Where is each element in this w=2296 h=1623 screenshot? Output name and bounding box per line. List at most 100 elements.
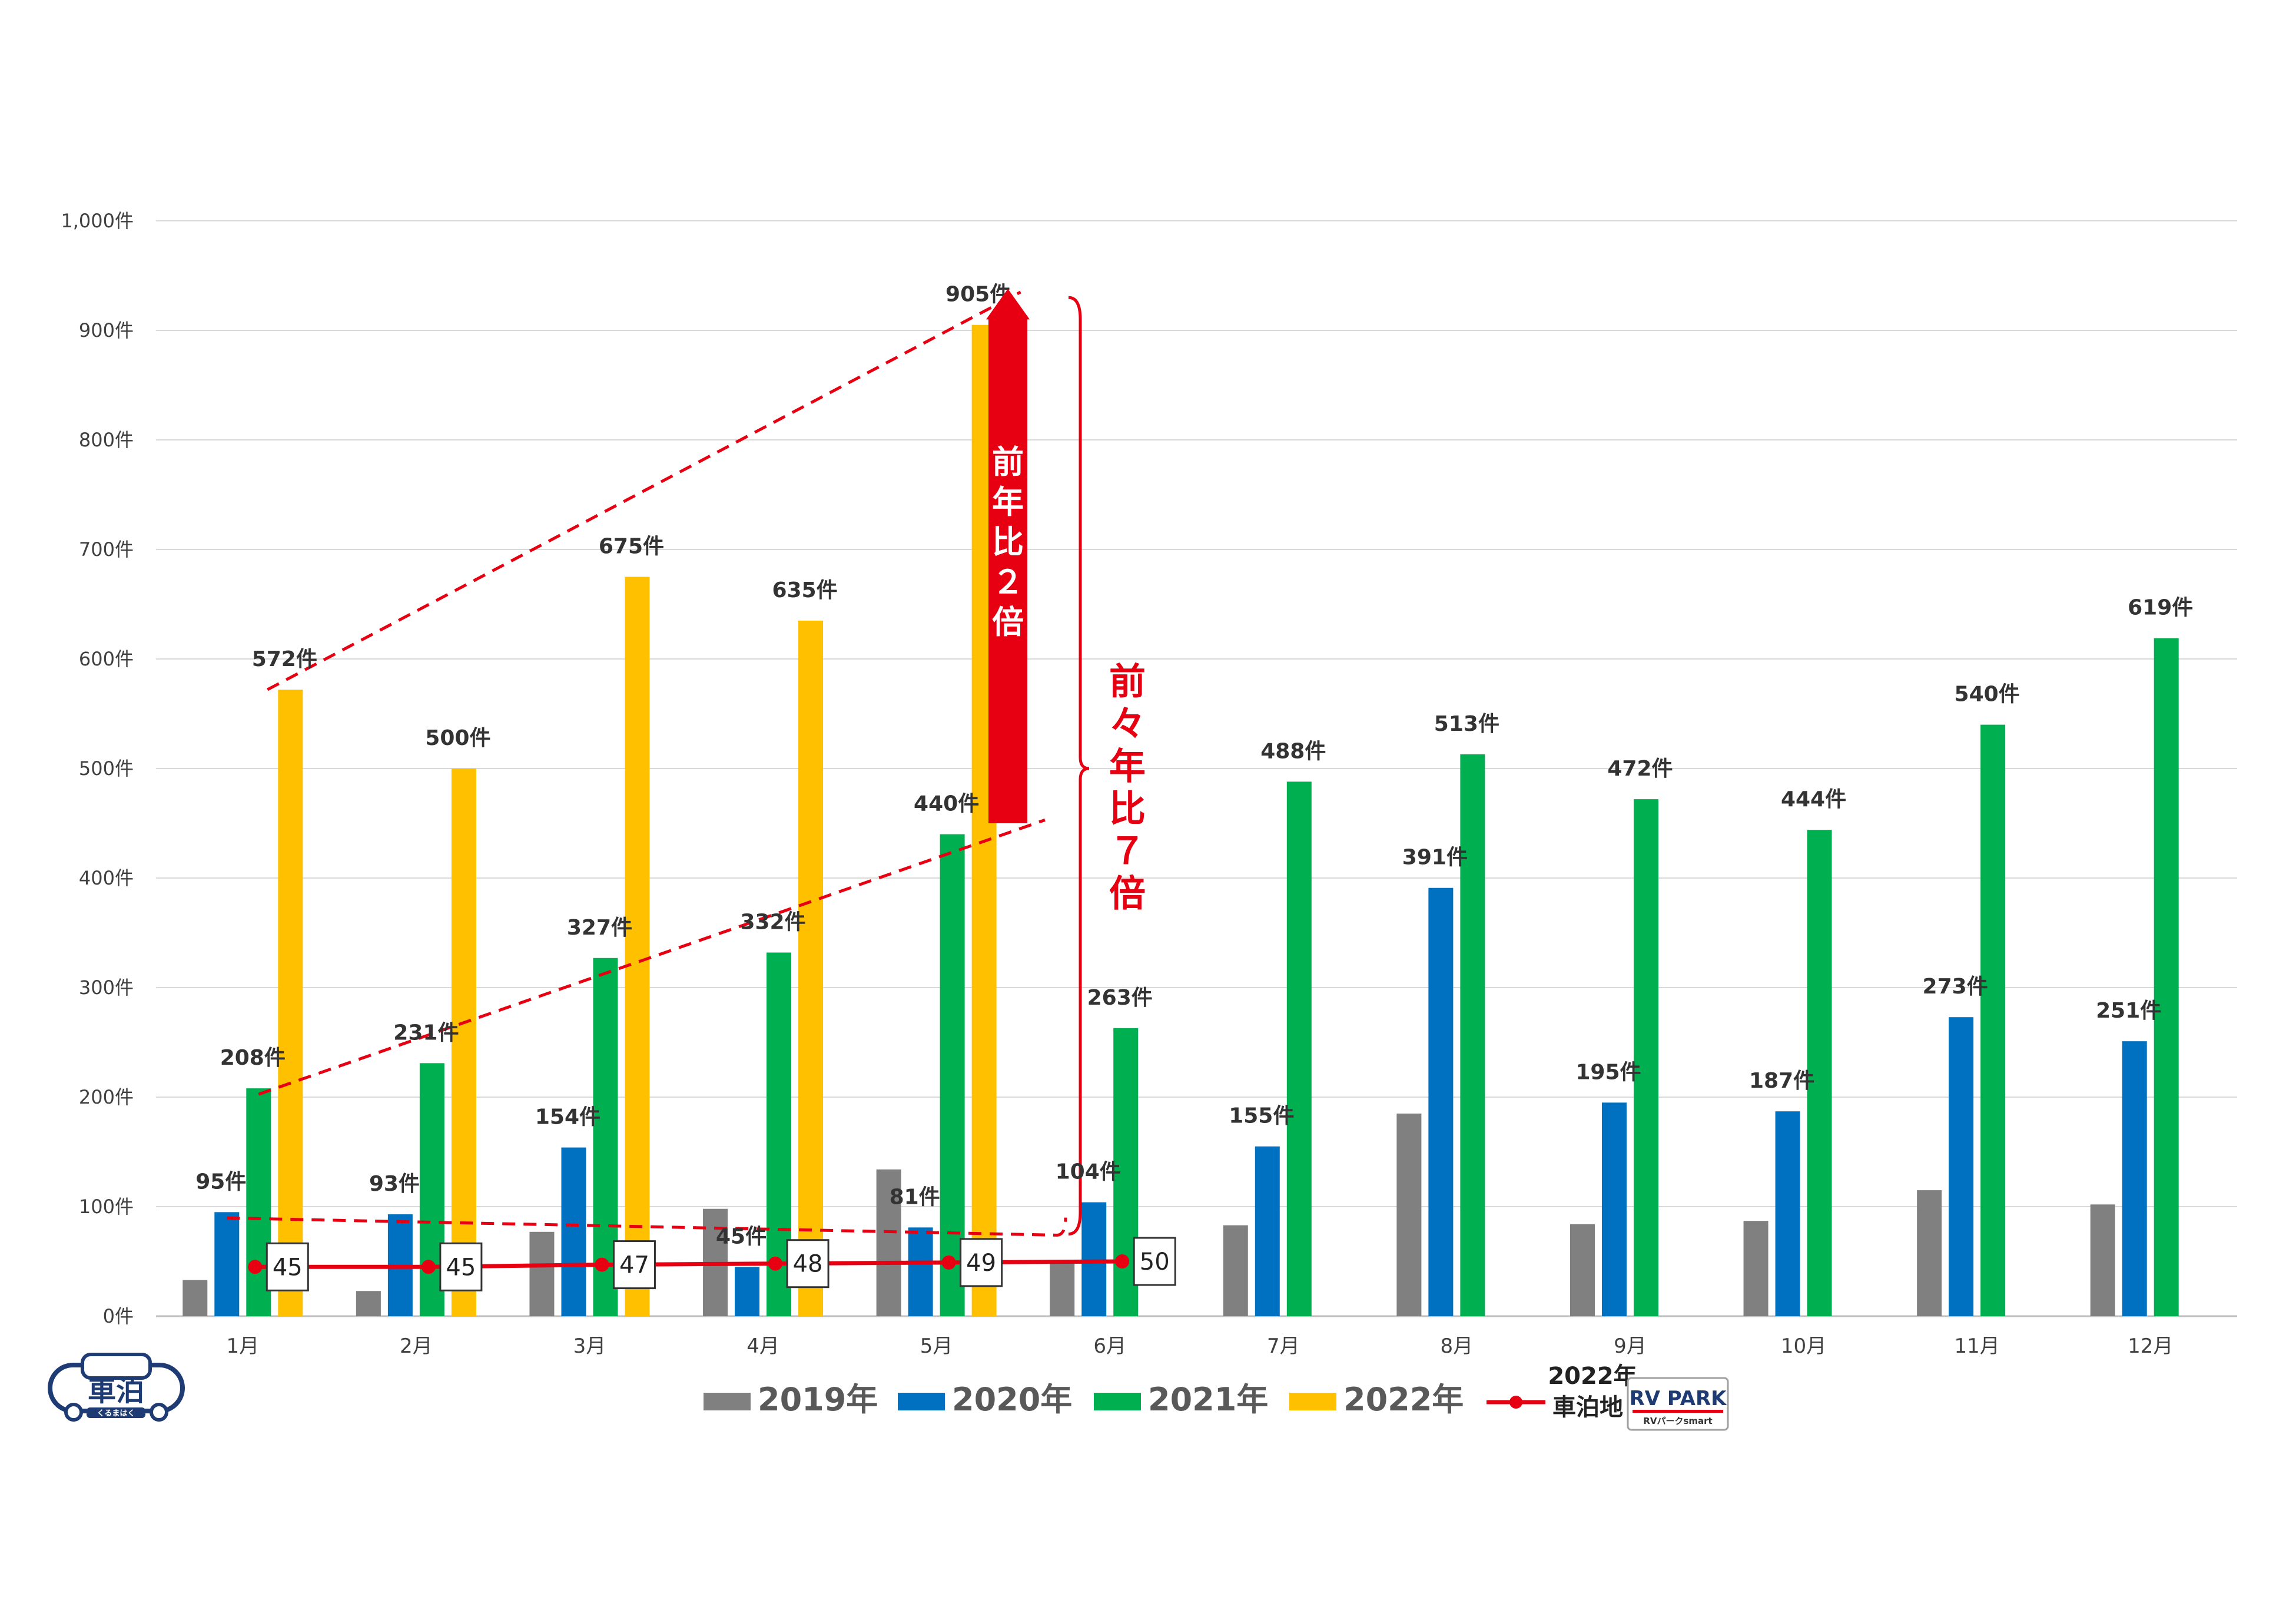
bar-2020年-10月 [1775, 1111, 1800, 1316]
data-label: 95件 [195, 1170, 246, 1194]
line-value-label: 49 [966, 1250, 996, 1277]
line-value-box [960, 1238, 1003, 1287]
y-tick-label: 1,000件 [61, 210, 134, 232]
bar-2019年-6月 [1050, 1263, 1075, 1316]
x-tick-label: 2月 [400, 1334, 433, 1358]
guide-line-2022 [267, 290, 1021, 691]
line-value-box [786, 1239, 830, 1289]
x-tick-label: 9月 [1614, 1334, 1647, 1358]
x-tick-label: 6月 [1093, 1334, 1126, 1358]
legend-label: 2020年 [952, 1381, 1072, 1418]
bar-2019年-2月 [356, 1291, 381, 1316]
x-tick-label: 7月 [1267, 1334, 1300, 1358]
data-label: 619件 [2128, 596, 2193, 620]
yoy-annotation-char: 比 [992, 524, 1024, 561]
rvpark-logo-subtext: RVパークsmart [1643, 1416, 1712, 1426]
two-year-annotation-char: 々 [1109, 703, 1146, 746]
guide-line-2021 [258, 819, 1046, 1096]
data-label: 675件 [599, 535, 664, 559]
y-tick-label: 200件 [79, 1086, 134, 1108]
yoy-annotation-char: 年 [992, 483, 1024, 521]
x-axis: 1月 2月 3月 4月 5月 6月 7月 8月 9月 10月 11月 12月 [226, 1334, 2173, 1358]
bar-2019年-9月 [1570, 1224, 1595, 1316]
legend-line-label-1: 2022年 [1548, 1363, 1637, 1390]
y-tick-label: 500件 [79, 757, 134, 780]
x-tick-label: 1月 [226, 1334, 259, 1358]
legend-line-marker [1509, 1396, 1522, 1409]
bar-2020年-1月 [214, 1212, 240, 1316]
bar-2020年-12月 [2122, 1041, 2147, 1316]
data-label: 472件 [1607, 757, 1673, 781]
bar-2019年-10月 [1743, 1221, 1769, 1316]
bar-2020年-5月 [908, 1227, 933, 1316]
line-point [768, 1256, 783, 1271]
y-tick-label: 0件 [103, 1305, 134, 1327]
data-label: 572件 [252, 647, 317, 671]
kurumahaku-logo-subtext: くるまはく [97, 1409, 135, 1418]
data-label: 635件 [772, 578, 837, 602]
y-tick-label: 100件 [79, 1195, 134, 1218]
data-label: 263件 [1087, 986, 1153, 1010]
two-year-annotation-char: 前 [1109, 660, 1146, 703]
legend-swatch [704, 1393, 751, 1410]
y-tick-label: 600件 [79, 648, 134, 670]
y-axis: 0件 100件 200件 300件 400件 500件 600件 700件 800件 900件 1,… [61, 210, 134, 1327]
two-year-annotation-char: ７ [1109, 830, 1146, 873]
data-label: 45件 [716, 1224, 767, 1248]
data-label: 273件 [1923, 975, 1988, 999]
legend-line-label-2: 車泊地 [1552, 1394, 1623, 1421]
legend-label: 2021年 [1148, 1381, 1268, 1418]
x-tick-label: 11月 [1954, 1334, 1999, 1358]
legend-swatch [898, 1393, 945, 1410]
x-tick-label: 5月 [920, 1334, 953, 1358]
legend-swatch [1094, 1393, 1141, 1410]
legend-swatch [1289, 1393, 1336, 1410]
legend-label: 2022年 [1343, 1381, 1464, 1418]
yoy-annotation-char: 倍 [992, 604, 1024, 641]
line-point [941, 1255, 956, 1270]
bar-2019年-1月 [183, 1280, 208, 1316]
data-label: 513件 [1434, 712, 1499, 736]
data-label: 444件 [1781, 787, 1846, 812]
bar-2021年-11月 [1980, 724, 2006, 1316]
line-value-label: 50 [1140, 1248, 1170, 1276]
bar-2021年-8月 [1460, 754, 1485, 1316]
y-tick-label: 800件 [79, 429, 134, 451]
bar-2022年-1月 [278, 690, 303, 1316]
bar-2022年-3月 [625, 577, 650, 1316]
bracket [1068, 296, 1090, 1236]
x-tick-label: 12月 [2128, 1334, 2173, 1358]
yoy-arrow [986, 289, 1030, 823]
line-point [421, 1260, 436, 1274]
line-point [1115, 1254, 1130, 1268]
bar-2021年-5月 [940, 834, 965, 1316]
data-label: 195件 [1575, 1060, 1641, 1084]
y-tick-label: 700件 [79, 538, 134, 561]
data-label: 93件 [369, 1172, 420, 1196]
bar-2020年-11月 [1949, 1017, 1974, 1316]
line-value-label: 48 [793, 1251, 823, 1278]
line-value-label: 45 [446, 1254, 476, 1281]
data-label: 155件 [1229, 1104, 1294, 1128]
y-tick-label: 300件 [79, 976, 134, 999]
rvpark-logo-text: RV PARK [1630, 1387, 1728, 1410]
bar-2019年-7月 [1223, 1225, 1248, 1316]
x-tick-label: 3月 [573, 1334, 606, 1358]
data-label: 231件 [393, 1021, 459, 1045]
data-label: 81件 [890, 1185, 940, 1209]
bars [183, 324, 2179, 1317]
data-label: 251件 [2096, 999, 2161, 1023]
bar-2020年-4月 [735, 1267, 760, 1316]
yoy-annotation-char: ２ [992, 564, 1024, 601]
two-year-annotation-char: 倍 [1109, 872, 1146, 915]
line-point [248, 1260, 263, 1274]
data-labels: 95件 93件 154件 45件 81件 104件 155件 391件 195件 187件 273件… [195, 283, 2193, 1249]
data-label: 327件 [567, 916, 632, 940]
line-value-label: 45 [273, 1254, 303, 1281]
bar-2019年-11月 [1917, 1190, 1942, 1316]
kurumahaku-logo-text: 車泊 [88, 1374, 144, 1407]
line-value-label: 47 [619, 1252, 649, 1279]
y-tick-label: 400件 [79, 867, 134, 889]
